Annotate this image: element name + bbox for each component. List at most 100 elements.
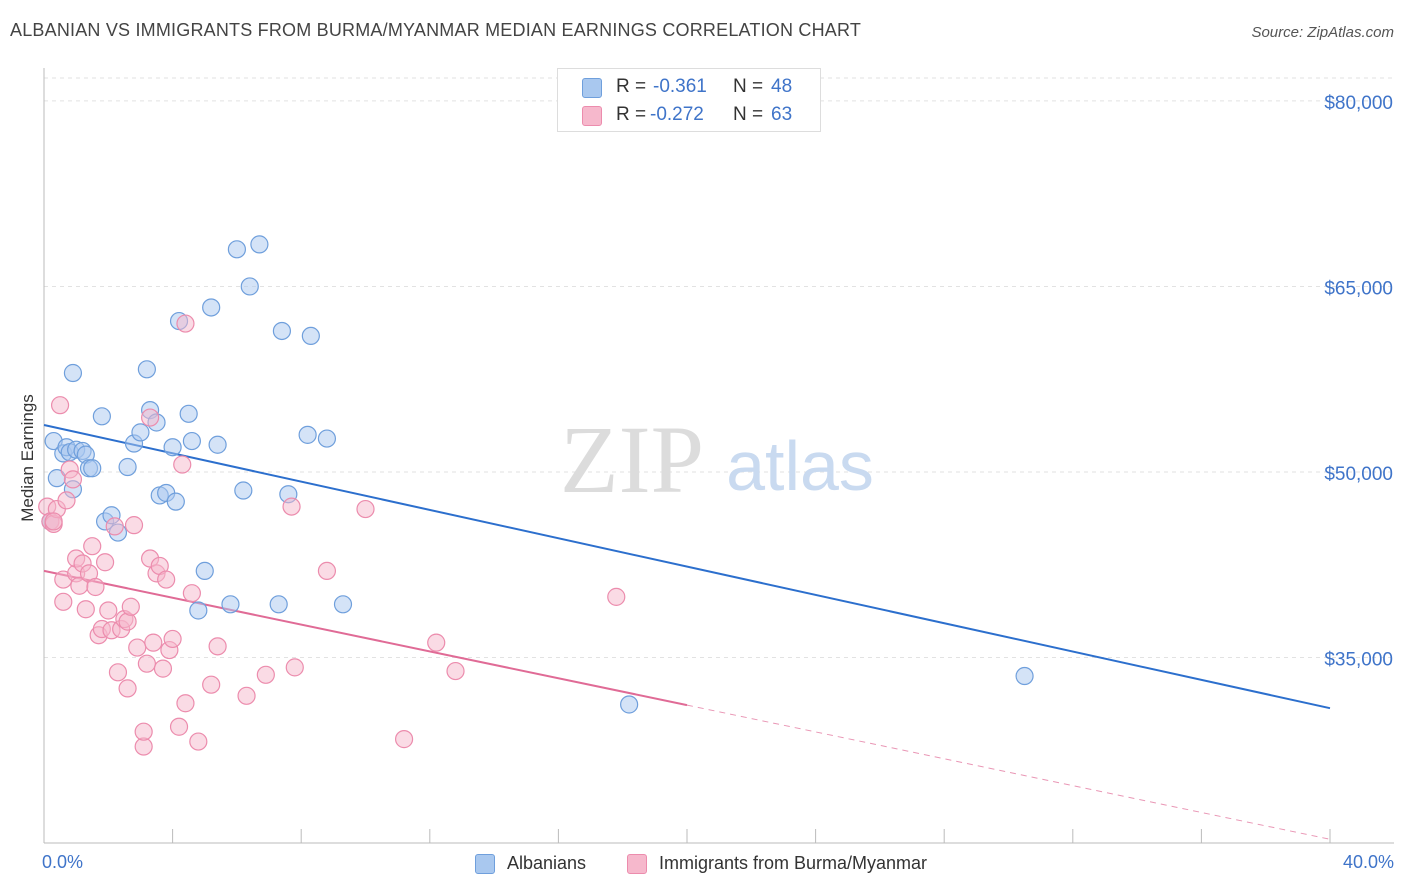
chart-title: ALBANIAN VS IMMIGRANTS FROM BURMA/MYANMA… [10,20,862,40]
albanians-point [131,423,150,442]
burma-point [182,584,201,603]
albanians-point [234,481,253,500]
r-label: R = [616,76,647,97]
trend-line-solid [43,423,1331,710]
albanians-point [195,561,214,581]
albanians-point [137,360,156,379]
burma-point [176,694,195,713]
burma-swatch [582,106,602,126]
burma-point [153,659,173,678]
legend-label: Albanians [507,853,587,873]
burma-point [144,633,163,652]
burma-point [50,396,70,415]
burma-point [446,661,465,681]
burma-point [157,570,176,589]
burma-point [83,537,102,556]
burma-point [99,601,118,620]
burma-point [63,470,83,489]
burma-point [607,587,626,606]
burma-point [282,497,301,516]
n-label: N = [733,104,764,125]
burma-point [394,730,414,749]
burma-point [285,658,304,677]
burma-point [140,408,160,427]
y-tick-label: $35,000 [1324,649,1393,670]
burma-point [105,517,124,536]
burma-point [169,717,189,736]
albanians-point [227,240,246,259]
legend-label: Immigrants from Burma/Myanmar [659,853,928,873]
burma-point [124,516,144,535]
burma-point [118,612,137,631]
burma-point [57,491,76,510]
burma-point [237,686,256,705]
watermark-zip: ZIP [560,406,704,513]
r-value: -0.272 [650,104,704,125]
albanians-point [620,695,639,714]
burma-point [176,314,195,333]
trend-line-solid [43,569,688,707]
albanians-point [163,438,182,457]
r-label: R = [616,104,647,125]
albanians-point [182,431,201,451]
albanians-point [179,404,198,423]
albanians-point [1015,666,1034,686]
burma-point [356,499,375,519]
albanians-point [208,435,227,454]
burma-legend-swatch [627,854,647,874]
burma-point [76,600,95,619]
y-tick-label: $50,000 [1324,464,1393,485]
y-tick-label: $65,000 [1324,278,1393,299]
y-tick-labels: $80,000 $65,000 $50,000 $35,000 [1324,93,1393,671]
albanians-point [240,277,259,296]
albanians-point [250,235,269,254]
r-value: -0.361 [653,76,707,97]
data-points [38,235,1034,756]
x-tick-min: 0.0% [42,852,84,872]
albanians-point [221,595,240,614]
burma-point [189,732,208,751]
albanians-point [269,595,288,614]
albanians-point [272,321,292,341]
albanians-point [202,298,221,317]
burma-point [163,629,182,649]
axes [43,68,1394,844]
burma-point [137,654,156,673]
burma-point [118,679,137,698]
albanians-point [298,425,317,444]
burma-point [427,633,446,652]
albanians-point [166,492,185,511]
burma-point [86,577,105,597]
trend-line-dashed [686,704,1331,840]
albanians-point [118,457,137,477]
albanians-point [92,407,111,426]
source-label: Source: ZipAtlas.com [1251,24,1394,41]
albanians-point [189,601,208,620]
n-value: 63 [771,104,793,125]
albanians-swatch [582,78,602,98]
albanians-point [333,595,353,614]
burma-point [208,637,227,656]
burma-point [202,675,221,694]
n-label: N = [733,76,764,97]
burma-point [128,638,147,657]
burma-point [95,553,115,572]
n-value: 48 [771,76,793,97]
burma-point [121,597,140,616]
watermark-atlas: atlas [726,427,874,505]
albanians-legend-swatch [475,854,495,874]
burma-point [134,722,153,741]
albanians-point [83,459,102,478]
albanians-point [301,326,320,346]
burma-point [256,665,275,684]
grid-lines [44,77,1394,658]
burma-point [54,592,73,611]
burma-point [108,663,128,682]
albanians-point [63,363,83,383]
watermark: ZIP atlas [560,406,874,513]
burma-point [317,561,337,581]
correlation-stats-box: R = -0.361 N = 48 R = -0.272 N = 63 [557,68,821,132]
y-tick-label: $80,000 [1324,93,1393,114]
burma-point [173,455,192,474]
